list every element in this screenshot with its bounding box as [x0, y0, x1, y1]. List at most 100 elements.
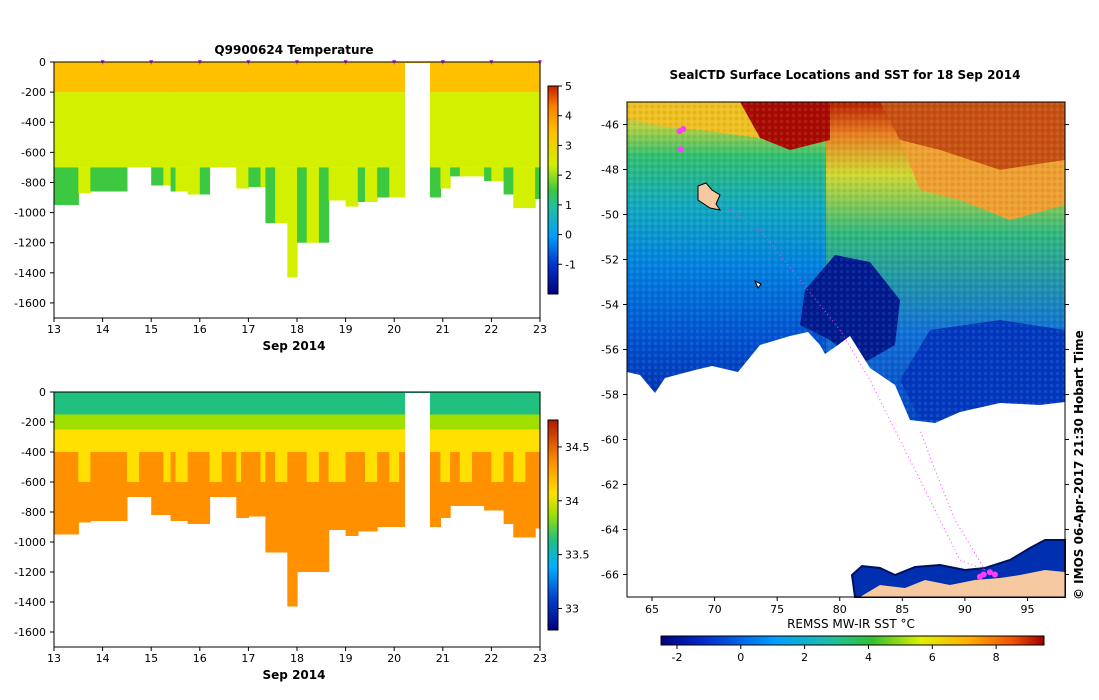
profile-cell — [151, 414, 164, 430]
profile-cell — [221, 452, 237, 482]
profile-cell — [399, 392, 410, 415]
profile-cell — [163, 452, 172, 482]
y-tick-label: -1000 — [14, 207, 46, 220]
profile-cell — [484, 429, 492, 452]
profile-cell — [459, 62, 473, 93]
profile-cell — [389, 414, 400, 430]
profile-cell — [484, 167, 492, 181]
profile-cell — [318, 92, 330, 168]
profile-cell — [377, 482, 390, 512]
profile-cell — [151, 392, 164, 415]
profile-cell — [187, 92, 201, 168]
profile-cell — [275, 429, 288, 452]
profile-cell — [265, 512, 276, 553]
profile-cell — [450, 62, 461, 93]
profile-cell — [90, 392, 128, 415]
profile-cell — [139, 429, 152, 452]
profile-cell — [306, 414, 320, 430]
profile-cell — [260, 167, 266, 187]
profile-cell — [525, 429, 536, 452]
profile-cell — [525, 482, 536, 512]
profile-cell — [248, 482, 262, 512]
profile-cell — [170, 452, 177, 482]
profile-cell — [78, 429, 91, 452]
y-tick-label: -600 — [21, 146, 46, 159]
profile-cell — [241, 512, 249, 518]
profile-cell — [163, 512, 172, 515]
profile-cell — [187, 452, 201, 482]
profile-cell — [491, 482, 505, 511]
temperature-y-axis: 0 -200 -400 -600 -800 -1000 -1200 -1400 -1600 — [14, 56, 54, 310]
profile-cell — [306, 92, 320, 168]
profile-cell — [525, 512, 536, 538]
profile-cell — [248, 167, 262, 187]
profile-cell — [126, 452, 140, 482]
profile-cell — [241, 167, 249, 189]
profile-cell — [139, 92, 152, 168]
profile-cell — [357, 512, 366, 532]
profile-cell — [318, 414, 330, 430]
profile-cell — [199, 62, 211, 93]
profile-cell — [513, 429, 526, 452]
profile-cell — [472, 482, 485, 506]
y-tick-label: -1600 — [14, 626, 46, 639]
profile-cell — [306, 62, 320, 93]
profile-cell — [54, 429, 79, 452]
x-tick-label: 18 — [290, 323, 304, 336]
profile-cell — [306, 482, 320, 512]
profile-cell — [221, 62, 237, 93]
profile-cell — [328, 392, 347, 415]
profile-cell — [236, 62, 242, 93]
profile-cell — [318, 167, 330, 243]
profile-cell — [535, 92, 541, 168]
profile-cell — [365, 452, 378, 482]
profile-cell — [389, 482, 400, 512]
colorbar-tick-label: 33 — [565, 602, 579, 615]
profile-cell — [260, 512, 266, 517]
profile-cell — [484, 92, 492, 168]
profile-cell — [491, 62, 505, 93]
profile-cell — [535, 62, 541, 93]
profile-cell — [175, 167, 189, 192]
y-tick-label: -600 — [21, 476, 46, 489]
x-tick-label: 20 — [387, 652, 401, 665]
profile-cell — [126, 429, 140, 452]
profile-cell — [54, 167, 79, 205]
profile-cell — [275, 512, 288, 553]
profile-cell — [287, 92, 298, 168]
profile-cell — [287, 429, 298, 452]
profile-cell — [260, 392, 266, 415]
temperature-colorbar — [547, 85, 559, 295]
profile-cell — [399, 92, 410, 168]
profile-cell — [248, 512, 262, 517]
profile-cell — [151, 92, 164, 168]
salinity-colorbar — [547, 419, 559, 631]
profile-cell — [78, 167, 91, 193]
profile-cell — [187, 512, 201, 524]
profile-cell — [170, 512, 177, 521]
profile-cell — [260, 414, 266, 430]
profile-cell — [90, 482, 128, 512]
profile-cell — [199, 167, 211, 195]
x-tick-label: 13 — [47, 323, 61, 336]
profile-cell — [513, 512, 526, 538]
lat-tick-label: -66 — [601, 569, 619, 582]
profile-cell — [535, 167, 541, 199]
profile-cell — [260, 429, 266, 452]
profile-cell — [357, 482, 366, 512]
profile-cell — [389, 512, 400, 527]
profile-cell — [170, 414, 177, 430]
profile-cell — [440, 167, 451, 189]
profile-cell — [328, 452, 347, 482]
profile-cell — [440, 414, 451, 430]
profile-cell — [265, 429, 276, 452]
sst-colorbar — [660, 635, 1045, 646]
profile-cell — [265, 167, 276, 224]
profile-cell — [377, 414, 390, 430]
colorbar-tick-label: 0 — [565, 229, 572, 242]
profile-cell — [54, 512, 79, 535]
profile-cell — [199, 414, 211, 430]
profile-cell — [297, 482, 308, 512]
profile-cell — [357, 167, 366, 202]
profile-cell — [265, 414, 276, 430]
